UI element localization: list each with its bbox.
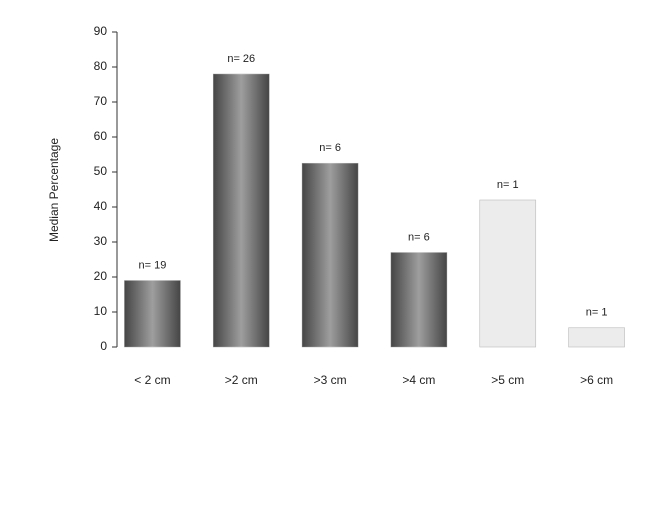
y-tick-label: 20 — [94, 269, 108, 283]
bar-annotation: n= 6 — [408, 231, 430, 243]
bar-annotation: n= 6 — [319, 142, 341, 154]
x-tick-label: >5 cm — [491, 373, 524, 387]
x-tick-label: >6 cm — [580, 373, 613, 387]
bar-shading — [302, 163, 359, 347]
y-axis-label: Median Percentage — [47, 138, 61, 242]
y-tick-label: 10 — [94, 304, 108, 318]
x-tick-label: >2 cm — [225, 373, 258, 387]
bar-shading — [390, 252, 447, 347]
y-tick-label: 70 — [94, 94, 108, 108]
bar-shading — [213, 74, 270, 347]
bar-shading — [124, 280, 181, 347]
y-tick-label: 90 — [94, 24, 108, 38]
y-tick-label: 60 — [94, 129, 108, 143]
bar-annotation: n= 26 — [227, 53, 255, 65]
bar-annotation: n= 1 — [497, 179, 519, 191]
y-tick-label: 0 — [100, 339, 107, 353]
x-tick-label: >3 cm — [314, 373, 347, 387]
y-tick-label: 30 — [94, 234, 108, 248]
y-tick-label: 50 — [94, 164, 108, 178]
bar-annotation: n= 1 — [586, 307, 608, 319]
y-tick-label: 40 — [94, 199, 108, 213]
y-tick-label: 80 — [94, 59, 108, 73]
bar — [568, 327, 625, 348]
bar — [479, 199, 537, 348]
x-tick-label: >4 cm — [402, 373, 435, 387]
bar-annotation: n= 19 — [138, 259, 166, 271]
x-tick-label: < 2 cm — [134, 373, 170, 387]
